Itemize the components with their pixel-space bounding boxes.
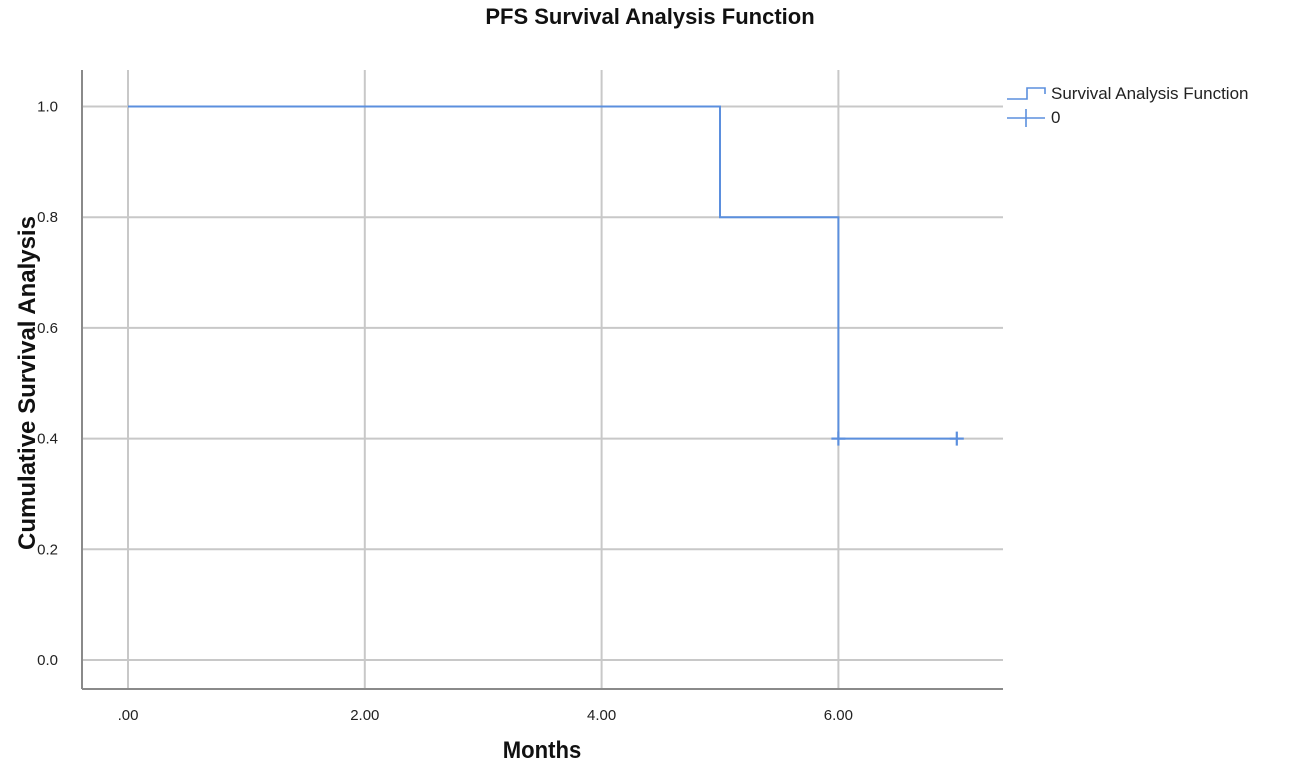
step-line	[128, 105, 957, 440]
x-tick-label: .00	[118, 707, 139, 724]
censor-markers	[831, 431, 964, 446]
x-tick-labels: .00 2.00 4.00 6.00	[118, 707, 853, 724]
y-tick-label: 0.0	[37, 652, 58, 669]
survival-curve	[128, 105, 957, 440]
chart-title: PFS Survival Analysis Function	[485, 4, 815, 29]
legend-label: 0	[1051, 108, 1061, 127]
legend: Survival Analysis Function 0	[1005, 82, 1248, 130]
y-tick-label: 0.6	[37, 320, 58, 337]
x-axis-label-text: Months	[502, 737, 582, 764]
x-tick-label: 2.00	[350, 707, 379, 724]
censor-plus-icon	[1007, 109, 1045, 127]
y-tick-label: 0.8	[37, 209, 58, 226]
y-tick-label: 0.4	[37, 431, 58, 448]
legend-label: Survival Analysis Function	[1051, 84, 1249, 103]
y-tick-label: 1.0	[37, 99, 58, 116]
x-tick-label: 6.00	[824, 707, 853, 724]
x-tick-label: 4.00	[587, 707, 616, 724]
y-tick-label: 0.2	[37, 541, 58, 558]
legend-item-survival-function: Survival Analysis Function	[1005, 82, 1248, 106]
axes	[81, 70, 1003, 690]
legend-item-censored: 0	[1005, 106, 1248, 130]
y-tick-labels: 0.0 0.2 0.4 0.6 0.8 1.0	[37, 99, 58, 670]
step-line-icon	[1007, 87, 1046, 100]
gridlines	[82, 70, 1003, 689]
